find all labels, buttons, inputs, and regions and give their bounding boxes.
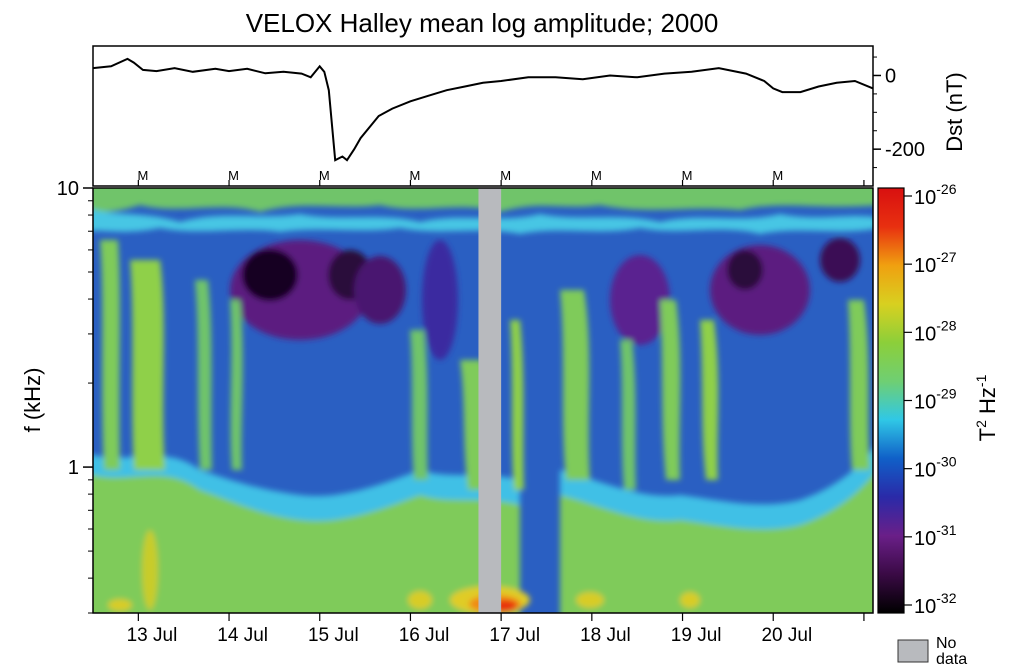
dst-y-ticks: 0 -200 — [873, 56, 925, 169]
spectrogram-x-tick-label: 20 Jul — [761, 625, 812, 646]
spectrogram-frame — [92, 187, 874, 614]
no-data-legend: No data — [897, 635, 967, 668]
spectrogram-y-ticks: 10 1 — [57, 178, 93, 614]
spectrogram-x-tick-label: 18 Jul — [580, 625, 631, 646]
spectrogram-dark-zone — [727, 250, 763, 290]
colorbar-scale — [877, 187, 905, 614]
spectrogram-x-tick-label: 17 Jul — [489, 625, 540, 646]
spectrogram-purple-zone — [610, 255, 670, 345]
spectrogram-dark-zone — [242, 249, 298, 301]
spectrogram-green-lower — [560, 474, 873, 613]
spectrogram-x-tick-label: 14 Jul — [217, 625, 268, 646]
no-data-legend-label-line2: data — [936, 651, 967, 668]
spectrogram-image — [93, 188, 873, 613]
spectrogram-y-axis-label: f (kHz) — [20, 368, 45, 433]
spectrogram-purple-zone — [354, 256, 406, 324]
colorbar-tick-label: 10-27 — [914, 249, 957, 277]
spectrogram-green-column — [410, 330, 428, 480]
dst-m-marker: M — [682, 168, 693, 183]
colorbar-ticks: 10-26 10-27 10-28 10-29 10-30 10-31 10-32 — [904, 181, 957, 618]
colorbar-label-sup: 2 — [973, 420, 989, 428]
colorbar-label-unit-hz: Hz — [975, 387, 1000, 414]
spectrogram-green-column — [848, 300, 870, 470]
colorbar-tick-label: 10-31 — [914, 522, 957, 550]
colorbar-label: T2 Hz-1 — [973, 374, 1000, 441]
spectrogram-y-tick-label: 1 — [68, 457, 79, 479]
spectrogram-x-ticks: 13 Jul 14 Jul 15 Jul 16 Jul 17 Jul 18 Jul 19 J… — [127, 613, 865, 646]
no-data-legend-swatch — [897, 639, 929, 663]
colorbar-tick-label: 10-28 — [914, 317, 957, 345]
colorbar-label-unit-sup: -1 — [973, 374, 989, 387]
spectrogram-dark-zone — [820, 238, 860, 282]
dst-plot-frame — [92, 45, 874, 187]
no-data-legend-label-line1: No — [936, 635, 957, 652]
spectrogram-yellow-spot — [680, 592, 700, 608]
dst-m-marker: M — [591, 168, 602, 183]
colorbar-tick-label: 10-32 — [914, 590, 957, 618]
dst-m-marker: M — [228, 168, 239, 183]
dst-m-marker: M — [500, 168, 511, 183]
spectrogram-green-column — [510, 320, 524, 490]
spectrogram-x-tick-label: 15 Jul — [308, 625, 359, 646]
dst-m-marker: M — [137, 168, 148, 183]
spectrogram-purple-zone — [422, 240, 458, 360]
spectrogram-green-column — [700, 320, 719, 480]
spectrogram-yellow-spot — [108, 599, 132, 611]
dst-m-marker: M — [410, 168, 421, 183]
spectrogram-purple-zone — [710, 245, 810, 335]
spectrogram-x-tick-label: 16 Jul — [399, 625, 450, 646]
chart-title: VELOX Halley mean log amplitude; 2000 — [245, 8, 719, 38]
spectrogram-yellow-spot — [142, 530, 158, 610]
dst-y-tick-label: 0 — [885, 65, 896, 87]
spectrogram-green-column — [230, 300, 243, 470]
dst-series-line — [92, 57, 874, 162]
colorbar-tick-label: 10-30 — [914, 454, 957, 482]
spectrogram-green-column — [130, 260, 165, 470]
dst-m-marker: M — [319, 168, 330, 183]
spectrogram-yellow-spot — [408, 591, 432, 609]
spectrogram-yellow-spot — [576, 592, 604, 608]
spectrogram-green-column — [100, 240, 120, 470]
spectrogram-panel: 10 1 13 Jul 14 Jul 15 Jul 16 Jul 17 Jul 18 Jul… — [20, 178, 874, 646]
spectrogram-green-lower — [93, 474, 520, 613]
colorbar-label-unit-t: T — [975, 428, 1000, 441]
colorbar: 10-26 10-27 10-28 10-29 10-30 10-31 10-32 T2 H… — [877, 181, 1000, 618]
dst-m-marker: M — [772, 168, 783, 183]
colorbar-tick-label: 10-29 — [914, 386, 957, 414]
colorbar-tick-label: 10-26 — [914, 181, 957, 209]
spectrogram-x-tick-label: 19 Jul — [671, 625, 722, 646]
dst-y-axis-label: Dst (nT) — [942, 72, 967, 151]
spectrogram-green-column — [620, 340, 636, 490]
spectrogram-green-column — [660, 300, 681, 480]
spectrogram-green-column — [560, 290, 590, 480]
no-data-band — [478, 188, 502, 613]
spectrogram-green-column — [195, 280, 212, 470]
dst-panel: 0 -200 M M M M M M M M Dst (nT) — [92, 45, 967, 187]
spectrogram-y-tick-label: 10 — [57, 178, 79, 200]
dst-y-tick-label: -200 — [885, 139, 925, 161]
spectrogram-x-tick-label: 13 Jul — [127, 625, 178, 646]
